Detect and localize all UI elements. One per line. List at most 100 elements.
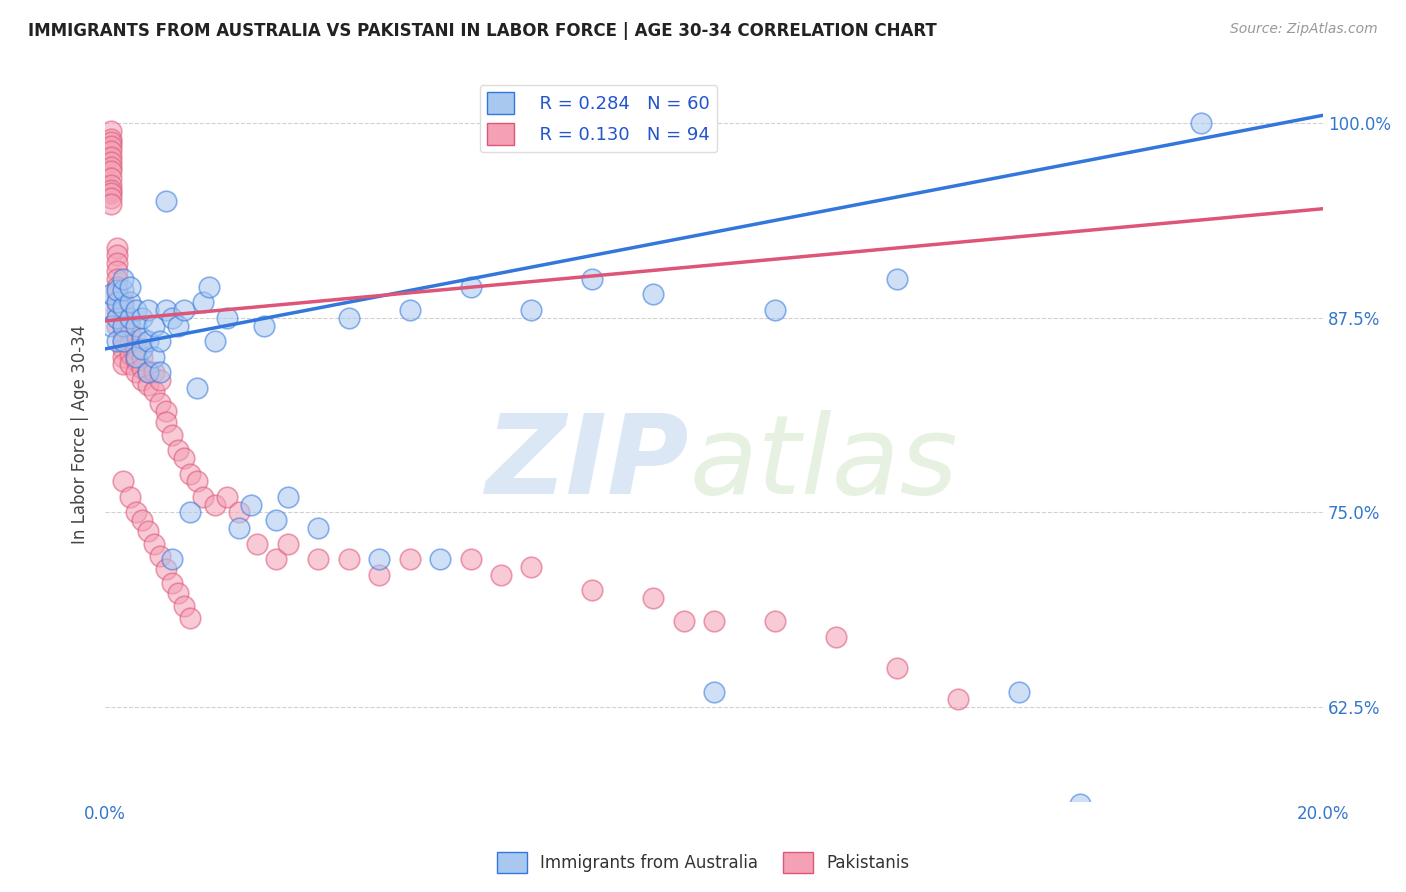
Point: [131, 360, 153, 375]
Point: [105, 295, 128, 310]
Point: [112, 326, 135, 341]
Point: [489, 567, 512, 582]
Point: [118, 326, 141, 341]
Point: [520, 560, 543, 574]
Point: [112, 272, 135, 286]
Point: [167, 586, 190, 600]
Point: [155, 561, 177, 575]
Point: [118, 279, 141, 293]
Point: [167, 318, 190, 333]
Point: [124, 318, 146, 333]
Point: [112, 350, 135, 364]
Point: [100, 178, 122, 193]
Point: [105, 318, 128, 333]
Point: [825, 630, 848, 644]
Point: [118, 346, 141, 360]
Point: [105, 264, 128, 278]
Point: [112, 310, 135, 325]
Point: [179, 611, 201, 625]
Point: [131, 342, 153, 356]
Point: [100, 170, 122, 185]
Point: [173, 599, 195, 613]
Point: [204, 334, 226, 348]
Point: [112, 295, 135, 310]
Point: [124, 334, 146, 348]
Point: [581, 272, 603, 286]
Legend:   R = 0.284   N = 60,   R = 0.130   N = 94: R = 0.284 N = 60, R = 0.130 N = 94: [479, 85, 717, 153]
Point: [398, 552, 420, 566]
Point: [112, 283, 135, 297]
Point: [368, 567, 391, 582]
Point: [337, 310, 360, 325]
Point: [160, 427, 183, 442]
Point: [105, 310, 128, 325]
Point: [100, 124, 122, 138]
Point: [142, 318, 165, 333]
Point: [191, 490, 214, 504]
Point: [1189, 116, 1212, 130]
Point: [136, 302, 159, 317]
Point: [112, 318, 135, 333]
Point: [398, 302, 420, 317]
Point: [643, 287, 665, 301]
Point: [112, 358, 135, 372]
Text: Source: ZipAtlas.com: Source: ZipAtlas.com: [1230, 22, 1378, 37]
Point: [167, 443, 190, 458]
Legend: Immigrants from Australia, Pakistanis: Immigrants from Australia, Pakistanis: [489, 846, 917, 880]
Point: [124, 350, 146, 364]
Point: [643, 591, 665, 606]
Point: [160, 575, 183, 590]
Text: IMMIGRANTS FROM AUSTRALIA VS PAKISTANI IN LABOR FORCE | AGE 30-34 CORRELATION CH: IMMIGRANTS FROM AUSTRALIA VS PAKISTANI I…: [28, 22, 936, 40]
Point: [142, 350, 165, 364]
Point: [228, 505, 250, 519]
Point: [149, 365, 172, 379]
Point: [142, 536, 165, 550]
Point: [100, 183, 122, 197]
Point: [307, 552, 329, 566]
Point: [149, 373, 172, 387]
Point: [100, 302, 122, 317]
Point: [264, 513, 287, 527]
Point: [160, 552, 183, 566]
Point: [149, 334, 172, 348]
Point: [124, 302, 146, 317]
Point: [429, 552, 451, 566]
Point: [191, 295, 214, 310]
Point: [136, 365, 159, 379]
Point: [118, 310, 141, 325]
Point: [228, 521, 250, 535]
Point: [118, 358, 141, 372]
Point: [179, 467, 201, 481]
Point: [118, 295, 141, 310]
Point: [520, 302, 543, 317]
Point: [100, 191, 122, 205]
Point: [215, 490, 238, 504]
Point: [581, 583, 603, 598]
Point: [124, 365, 146, 379]
Point: [131, 350, 153, 364]
Text: ZIP: ZIP: [486, 410, 690, 517]
Point: [100, 160, 122, 174]
Point: [136, 365, 159, 379]
Point: [112, 318, 135, 333]
Point: [136, 377, 159, 392]
Point: [105, 256, 128, 270]
Point: [149, 396, 172, 410]
Point: [155, 404, 177, 418]
Point: [105, 279, 128, 293]
Point: [886, 272, 908, 286]
Point: [946, 692, 969, 706]
Point: [105, 302, 128, 317]
Point: [131, 373, 153, 387]
Point: [703, 684, 725, 698]
Point: [100, 135, 122, 149]
Point: [252, 318, 274, 333]
Point: [105, 241, 128, 255]
Point: [112, 334, 135, 348]
Point: [112, 300, 135, 314]
Point: [204, 498, 226, 512]
Point: [100, 287, 122, 301]
Point: [100, 155, 122, 169]
Point: [240, 498, 263, 512]
Point: [179, 505, 201, 519]
